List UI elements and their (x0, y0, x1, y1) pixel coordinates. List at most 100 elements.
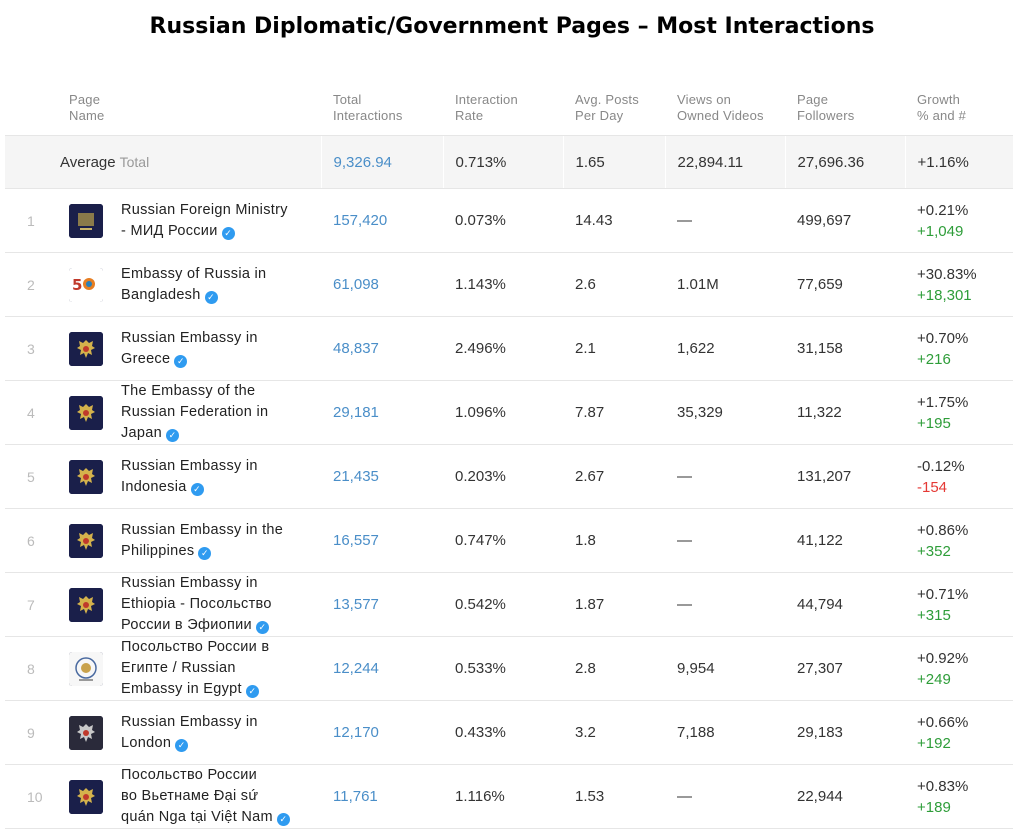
interaction-rate-cell: 0.533% (443, 636, 563, 701)
page-logo-icon[interactable] (69, 779, 103, 814)
page-logo-icon[interactable] (69, 715, 103, 750)
page-name[interactable]: Посольство России в Египте / Russian Embas… (121, 637, 269, 700)
column-header-followers[interactable]: Page Followers (785, 80, 905, 136)
growth-number: +352 (917, 542, 951, 560)
total-interactions-value[interactable]: 12,170 (333, 724, 379, 741)
total-interactions-cell: 16,557 (321, 508, 443, 573)
page-logo-icon[interactable] (69, 203, 103, 238)
total-interactions-cell: 157,420 (321, 188, 443, 253)
growth-number: +249 (917, 670, 951, 688)
followers-cell: 29,183 (785, 700, 905, 765)
page-name[interactable]: Embassy of Russia in Bangladesh ✓ (121, 264, 266, 306)
header-line: Views on (677, 91, 732, 107)
rank-cell: 9 (5, 700, 57, 765)
growth-cell: +0.92% +249 (905, 636, 1013, 701)
page-logo-icon[interactable] (69, 395, 103, 430)
page-name[interactable]: Russian Embassy in Indonesia ✓ (121, 456, 258, 498)
page-name-line: Greece (121, 350, 171, 367)
table-row[interactable]: 1 Russian Foreign Ministry - МИД России ✓ … (5, 188, 1013, 253)
page-name-cell[interactable]: 5 Embassy of Russia in Bangladesh ✓ (57, 252, 321, 317)
table-row[interactable]: 7 Russian Embassy in Ethiopia - Посольств… (5, 572, 1013, 637)
table-row[interactable]: 10 Посольство России во Вьетнаме Đại sứ qu… (5, 764, 1013, 829)
page-name[interactable]: The Embassy of the Russian Federation in J… (121, 381, 268, 444)
table-row[interactable]: 3 Russian Embassy in Greece ✓ 48,837 2.496… (5, 316, 1013, 381)
column-header-views[interactable]: Views on Owned Videos (665, 80, 785, 136)
page-name[interactable]: Посольство России во Вьетнаме Đại sứ quán … (121, 765, 290, 828)
page-logo-icon[interactable] (69, 651, 103, 686)
total-interactions-value[interactable]: 61,098 (333, 276, 379, 293)
growth-number: +216 (917, 350, 951, 368)
page-name-line: Ethiopia - Посольство (121, 596, 272, 612)
page-name-line: Египте / Russian (121, 660, 236, 676)
table-row[interactable]: 2 5 Embassy of Russia in Bangladesh ✓ 61,0… (5, 252, 1013, 317)
avg-posts-cell: 7.87 (563, 380, 665, 445)
column-header-interaction-rate[interactable]: Interaction Rate (443, 80, 563, 136)
page-name-cell[interactable]: Russian Embassy in Greece ✓ (57, 316, 321, 381)
growth-cell: +1.75% +195 (905, 380, 1013, 445)
column-header-total-interactions[interactable]: Total Interactions (321, 80, 443, 136)
avg-posts-cell: 14.43 (563, 188, 665, 253)
header-line: Followers (797, 107, 855, 123)
page-name[interactable]: Russian Embassy in the Philippines ✓ (121, 520, 283, 562)
interaction-rate-cell: 0.203% (443, 444, 563, 509)
table-row[interactable]: 4 The Embassy of the Russian Federation i… (5, 380, 1013, 445)
page-name-line: London (121, 734, 172, 751)
page-name[interactable]: Russian Foreign Ministry - МИД России ✓ (121, 200, 288, 242)
page-logo-icon[interactable] (69, 331, 103, 366)
views-cell: — (665, 508, 785, 573)
page-logo-icon[interactable]: 5 (69, 267, 103, 302)
page-name[interactable]: Russian Embassy in Greece ✓ (121, 328, 258, 370)
growth-percent: +0.66% (917, 713, 969, 731)
page-name-cell[interactable]: Russian Embassy in Ethiopia - Посольство Р… (57, 572, 321, 637)
rank-cell: 8 (5, 636, 57, 701)
total-interactions-value[interactable]: 16,557 (333, 532, 379, 549)
header-line: Name (69, 107, 105, 123)
page-name-cell[interactable]: Russian Embassy in Indonesia ✓ (57, 444, 321, 509)
total-interactions-value[interactable]: 12,244 (333, 660, 379, 677)
followers-cell: 22,944 (785, 764, 905, 829)
average-label: Average (60, 153, 116, 171)
page-name-cell[interactable]: Russian Foreign Ministry - МИД России ✓ (57, 188, 321, 253)
page-name[interactable]: Russian Embassy in Ethiopia - Посольство Р… (121, 573, 272, 636)
page-name-cell[interactable]: Russian Embassy in London ✓ (57, 700, 321, 765)
total-interactions-value[interactable]: 21,435 (333, 468, 379, 485)
followers-cell: 41,122 (785, 508, 905, 573)
total-interactions-value[interactable]: 11,761 (333, 788, 378, 805)
page-logo-icon[interactable] (69, 523, 103, 558)
page-name-cell[interactable]: Посольство России в Египте / Russian Embas… (57, 636, 321, 701)
header-line: Avg. Posts (575, 91, 639, 107)
column-header-growth[interactable]: Growth % and # (905, 80, 1013, 136)
page-name-line: The Embassy of the (121, 383, 256, 399)
interaction-rate-cell: 0.073% (443, 188, 563, 253)
column-header-page-name[interactable]: Page Name (57, 80, 321, 136)
total-interactions-value[interactable]: 48,837 (333, 340, 379, 357)
followers-cell: 27,307 (785, 636, 905, 701)
page-logo-icon[interactable] (69, 459, 103, 494)
page-name-cell[interactable]: Посольство России во Вьетнаме Đại sứ quán … (57, 764, 321, 829)
average-total-interactions: 9,326.94 (320, 135, 443, 189)
total-interactions-value[interactable]: 13,577 (333, 596, 379, 613)
table-row[interactable]: 5 Russian Embassy in Indonesia ✓ 21,435 0.… (5, 444, 1013, 509)
total-interactions-value[interactable]: 29,181 (333, 404, 379, 421)
average-interaction-rate: 0.713% (442, 135, 563, 189)
page-logo-icon[interactable] (69, 587, 103, 622)
table-row[interactable]: 6 Russian Embassy in the Philippines ✓ 16,… (5, 508, 1013, 573)
verified-badge-icon: ✓ (166, 429, 180, 442)
page-name[interactable]: Russian Embassy in London ✓ (121, 712, 258, 754)
verified-badge-icon: ✓ (174, 354, 188, 368)
average-followers: 27,696.36 (784, 135, 905, 189)
avg-posts-cell: 2.6 (563, 252, 665, 317)
page-name-cell[interactable]: The Embassy of the Russian Federation in J… (57, 380, 321, 445)
average-sublabel: Total (119, 153, 150, 170)
views-cell: 35,329 (665, 380, 785, 445)
growth-cell: +0.21% +1,049 (905, 188, 1013, 253)
rank-cell: 7 (5, 572, 57, 637)
page-name-cell[interactable]: Russian Embassy in the Philippines ✓ (57, 508, 321, 573)
column-header-avg-posts[interactable]: Avg. Posts Per Day (563, 80, 665, 136)
header-line: Interaction (455, 91, 518, 107)
verified-badge-icon: ✓ (175, 738, 189, 752)
table-row[interactable]: 9 Russian Embassy in London ✓ 12,170 0.433… (5, 700, 1013, 765)
table-row[interactable]: 8 Посольство России в Египте / Russian Emb… (5, 636, 1013, 701)
verified-badge-icon: ✓ (276, 813, 290, 826)
total-interactions-value[interactable]: 157,420 (333, 212, 388, 229)
